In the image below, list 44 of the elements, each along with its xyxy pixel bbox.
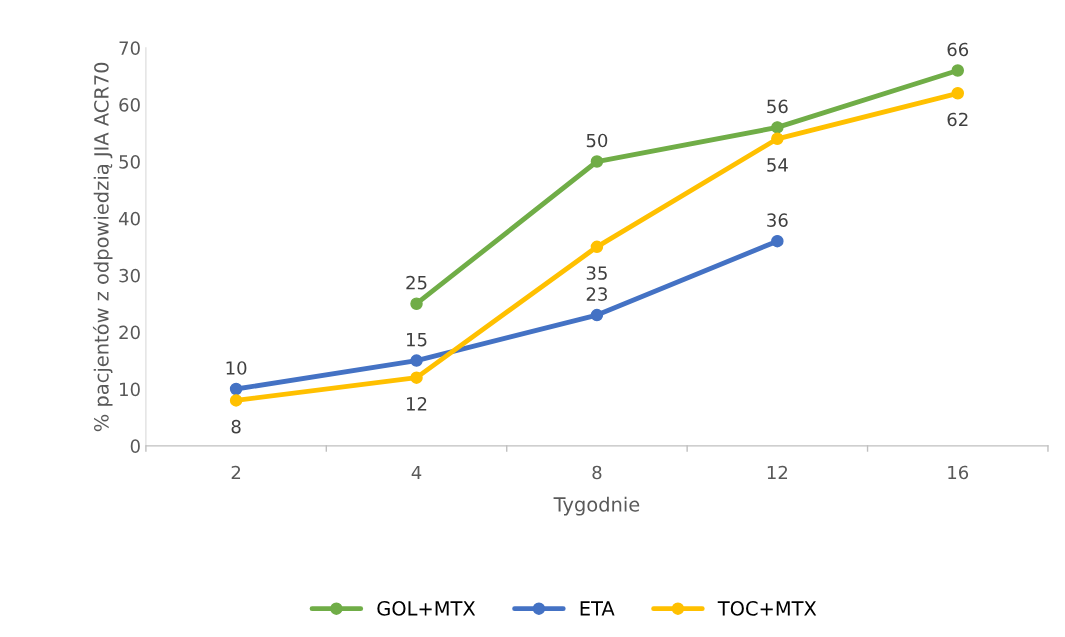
data-label: 54 — [767, 158, 788, 172]
point — [229, 394, 243, 407]
y-axis-title: % pacjentów z odpowiedzią JIA ACR70 — [92, 62, 113, 432]
point — [410, 297, 423, 310]
point — [771, 132, 784, 146]
point — [771, 234, 784, 248]
data-label: 35 — [586, 266, 607, 280]
x-tick-label: 4 — [411, 465, 422, 480]
data-label: 66 — [947, 42, 969, 57]
legend-label: ETA — [580, 601, 615, 616]
point — [951, 87, 965, 100]
data-label: 50 — [586, 133, 608, 148]
legend-label: TOC+MTX — [717, 601, 817, 616]
y-tick-label: 70 — [119, 41, 140, 55]
data-label: 10 — [226, 361, 247, 375]
point — [590, 240, 604, 254]
data-label: 15 — [407, 332, 427, 347]
y-tick-label: 20 — [119, 325, 140, 340]
point — [410, 354, 423, 367]
y-tick-label: 50 — [119, 154, 140, 169]
data-label: 62 — [947, 112, 968, 127]
y-tick-label: 40 — [118, 211, 140, 226]
x-axis-title: Tygodnie — [553, 496, 640, 516]
point — [951, 64, 965, 77]
y-tick-label: 30 — [119, 268, 140, 283]
data-label: 25 — [406, 275, 427, 290]
point — [410, 371, 423, 384]
data-label: 23 — [586, 287, 607, 301]
y-tick-label: 60 — [119, 98, 140, 112]
y-tick-label: 0 — [130, 439, 140, 454]
data-label: 56 — [767, 99, 788, 114]
legend-label: GOL+MTX — [377, 601, 476, 616]
x-tick-label: 16 — [948, 465, 969, 480]
point — [771, 121, 784, 134]
data-label: 36 — [767, 213, 788, 227]
data-label: 12 — [407, 397, 427, 411]
x-tick-label: 12 — [767, 465, 788, 480]
x-tick-label: 8 — [592, 465, 602, 480]
point — [229, 382, 243, 396]
y-tick-label: 10 — [120, 382, 140, 397]
data-label: 8 — [231, 419, 241, 434]
point — [590, 308, 604, 322]
point — [590, 155, 604, 168]
x-tick-label: 2 — [231, 465, 241, 480]
